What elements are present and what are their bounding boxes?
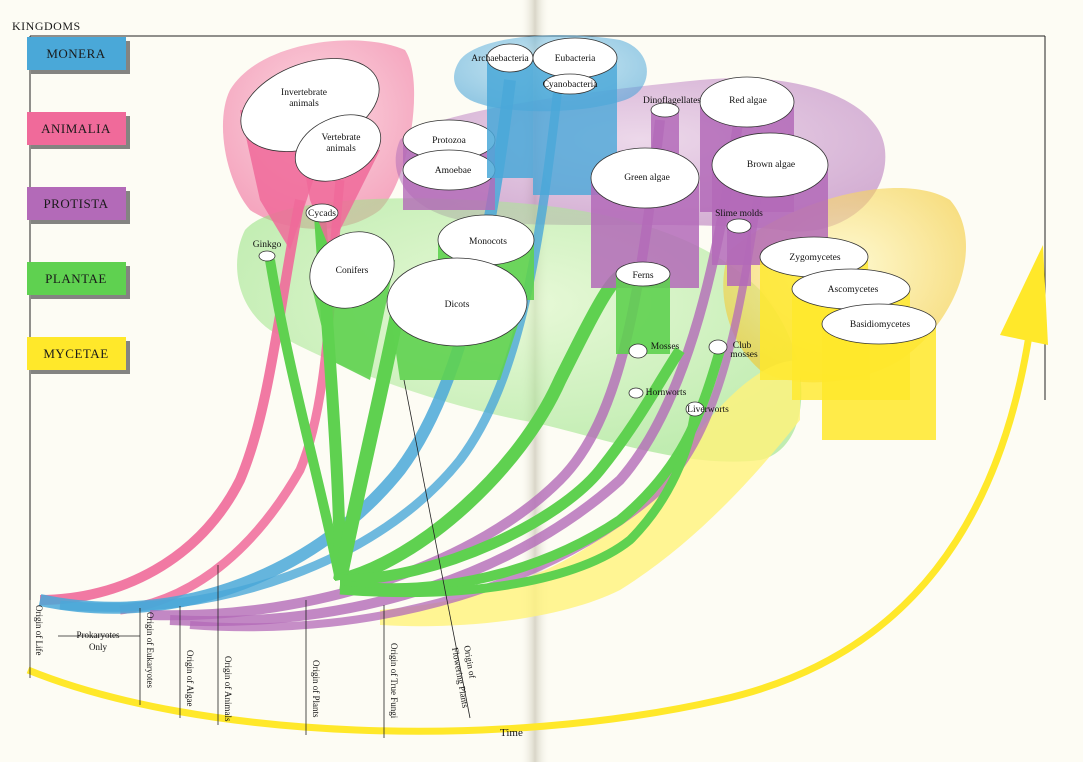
label-amoebae: Amoebae: [435, 166, 471, 176]
vertebrate-tube: [294, 114, 382, 250]
plantae-stem-ginkgo: [265, 259, 345, 581]
eubacteria-tube: [532, 37, 618, 195]
slime-molds-tube: [726, 218, 752, 286]
label-ascomycetes: Ascomycetes: [828, 285, 879, 295]
label-hornworts: Hornworts: [646, 388, 687, 398]
tick-flowering: [403, 379, 471, 719]
label-vertebrate-2: animals: [326, 144, 356, 154]
svg-text:MONERA: MONERA: [46, 46, 105, 61]
ferns-tube: [615, 261, 671, 354]
mosses-tube: [628, 343, 648, 359]
label-club-1: Club: [733, 341, 752, 351]
svg-text:ANIMALIA: ANIMALIA: [41, 121, 111, 136]
fungi-sweep: [380, 360, 800, 627]
basidiomycetes-tube: [821, 303, 937, 440]
label-cyanobacteria: Cyanobacteria: [543, 80, 599, 90]
label-archaebacteria: Archaebacteria: [471, 54, 529, 64]
label-protozoa: Protozoa: [432, 136, 467, 146]
label-ferns: Ferns: [632, 271, 653, 281]
label-origin-algae: Origin of Algae: [185, 650, 195, 707]
archaebacteria-tube: [486, 43, 534, 178]
svg-text:PROTISTA: PROTISTA: [43, 196, 108, 211]
cycads-tube: [305, 203, 339, 223]
label-red-algae: Red algae: [729, 96, 767, 106]
label-origin-fungi: Origin of True Fungi: [389, 643, 399, 719]
legend-protista: PROTISTA: [27, 187, 130, 224]
animalia-stem-1: [39, 199, 305, 605]
label-conifers: Conifers: [336, 265, 369, 276]
protozoa-tube: [402, 119, 496, 210]
label-vertebrate-1: Vertebrate: [321, 133, 360, 143]
kingdoms-title: KINGDOMS: [12, 19, 81, 33]
label-dicots: Dicots: [445, 300, 470, 310]
label-origin-life: Origin of Life: [34, 605, 44, 655]
label-ginkgo: Ginkgo: [253, 240, 282, 250]
label-eubacteria: Eubacteria: [555, 54, 596, 64]
legend-mycetae: MYCETAE: [27, 337, 130, 374]
label-prokaryotes-1: Prokaryotes: [77, 630, 120, 640]
label-brown-algae: Brown algae: [747, 160, 795, 170]
time-arrow-head: [1000, 245, 1048, 345]
ginkgo-tube: [258, 250, 276, 262]
dicots-tube: [386, 257, 528, 380]
label-basidiomycetes: Basidiomycetes: [850, 320, 910, 330]
label-origin-animals: Origin of Animals: [223, 656, 233, 722]
legend-monera: MONERA: [27, 37, 130, 74]
label-invertebrate-2: animals: [289, 99, 319, 109]
label-time: Time: [500, 727, 523, 739]
legend-plantae: PLANTAE: [27, 262, 130, 299]
label-origin-plants: Origin of Plants: [311, 660, 321, 718]
label-monocots: Monocots: [469, 237, 507, 247]
label-zygomycetes: Zygomycetes: [789, 253, 840, 263]
label-liverworts: Liverworts: [687, 405, 729, 415]
label-slime-molds: Slime molds: [715, 209, 763, 219]
plantae-stem-liverworts: [339, 409, 700, 598]
club-mosses-tube: [708, 339, 728, 355]
conifers-tube: [309, 231, 395, 380]
label-dinoflagellates: Dinoflagellates: [643, 95, 701, 106]
hornworts-tube: [628, 387, 644, 399]
label-origin-eukaryotes: Origin of Eukaryotes: [145, 612, 155, 688]
label-club-2: mosses: [730, 350, 758, 360]
plantae-stem-mosses: [339, 346, 685, 586]
svg-text:PLANTAE: PLANTAE: [45, 271, 107, 286]
label-prokaryotes-2: Only: [89, 642, 108, 652]
svg-text:MYCETAE: MYCETAE: [43, 346, 108, 361]
legend-animalia: ANIMALIA: [27, 112, 130, 149]
label-green-algae: Green algae: [624, 173, 670, 183]
label-cycads: Cycads: [308, 209, 336, 219]
label-mosses: Mosses: [651, 342, 680, 352]
label-invertebrate-1: Invertebrate: [281, 88, 327, 98]
liverworts-tube: [685, 401, 705, 417]
monera-stem-2: [59, 69, 565, 612]
plantae-stem-dicots: [333, 298, 407, 582]
